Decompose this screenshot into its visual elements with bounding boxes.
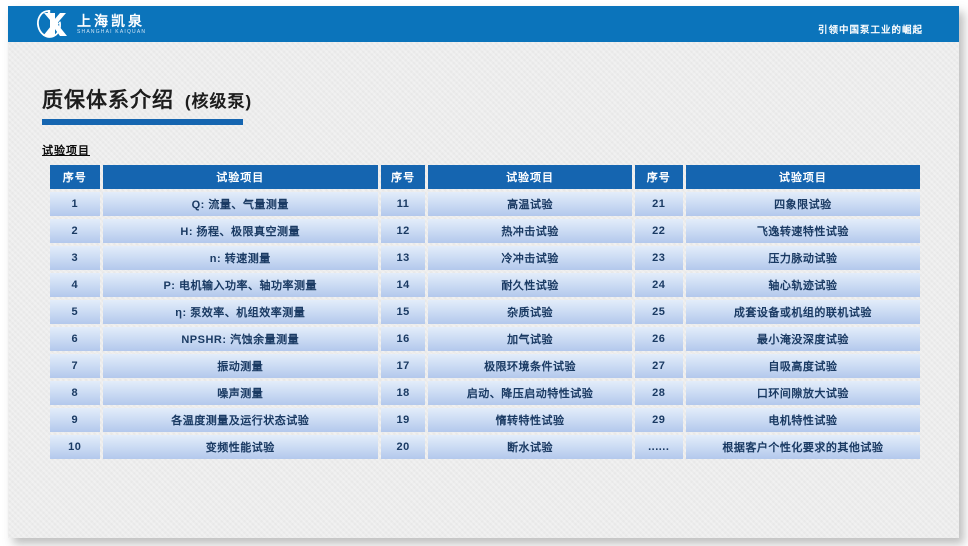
serial-column-header: 序号 xyxy=(50,165,100,189)
test-item-cell: P: 电机输入功率、轴功率测量 xyxy=(102,273,378,297)
serial-cell: 9 xyxy=(50,408,100,432)
test-item-cell: 冷冲击试验 xyxy=(428,246,632,270)
test-item-cell: 口环间隙放大试验 xyxy=(685,381,920,405)
serial-cell: ...... xyxy=(634,435,683,459)
serial-cell: 21 xyxy=(634,192,683,216)
test-item-cell: 高温试验 xyxy=(428,192,632,216)
serial-column-header: 序号 xyxy=(380,165,426,189)
serial-cell: 7 xyxy=(50,354,100,378)
serial-cell: 10 xyxy=(50,435,100,459)
serial-cell: 25 xyxy=(634,300,683,324)
test-item-cell: η: 泵效率、机组效率测量 xyxy=(102,300,378,324)
table-row: 1 Q: 流量、气量测量 11 高温试验 21 四象限试验 xyxy=(50,192,920,216)
serial-cell: 18 xyxy=(380,381,426,405)
table-row: 6 NPSHR: 汽蚀余量测量 16 加气试验 26 最小淹没深度试验 xyxy=(50,327,920,351)
test-item-cell: 振动测量 xyxy=(102,354,378,378)
logo-company-name: 上海凯泉 xyxy=(77,12,145,29)
serial-cell: 26 xyxy=(634,327,683,351)
table-row: 3 n: 转速测量 13 冷冲击试验 23 压力脉动试验 xyxy=(50,246,920,270)
test-item-cell: 最小淹没深度试验 xyxy=(685,327,920,351)
logo-company-name-en: SHANGHAI KAIQUAN xyxy=(77,28,147,35)
test-item-cell: 噪声测量 xyxy=(102,381,378,405)
test-item-cell: 自吸高度试验 xyxy=(685,354,920,378)
slide-content: 质保体系介绍 (核级泵) 试验项目 序号 试验项目 序号 试验项目 序号 试验项目 1 Q:… xyxy=(8,42,959,462)
table-row: 10 变频性能试验 20 断水试验...... 根据客户个性化要求的其他试验 xyxy=(50,435,920,459)
test-item-column-header: 试验项目 xyxy=(685,165,920,189)
test-item-cell: 启动、降压启动特性试验 xyxy=(428,381,632,405)
table-row: 8 噪声测量 18 启动、降压启动特性试验 28 口环间隙放大试验 xyxy=(50,381,920,405)
page-title-suffix: (核级泵) xyxy=(184,92,253,111)
logo-text-block: 上海凯泉 SHANGHAI KAIQUAN xyxy=(77,14,146,35)
serial-cell: 22 xyxy=(634,219,683,243)
serial-cell: 24 xyxy=(634,273,683,297)
test-item-cell: 加气试验 xyxy=(428,327,632,351)
presentation-slide: 上海凯泉 SHANGHAI KAIQUAN 引领中国泵工业的崛起 质保体系介绍 … xyxy=(8,6,959,538)
test-item-cell: 四象限试验 xyxy=(685,192,920,216)
serial-cell: 27 xyxy=(634,354,683,378)
test-item-cell: n: 转速测量 xyxy=(102,246,378,270)
test-items-table: 序号 试验项目 序号 试验项目 序号 试验项目 1 Q: 流量、气量测量 11 高温试验 21 四象… xyxy=(47,162,923,462)
top-brand-bar: 上海凯泉 SHANGHAI KAIQUAN 引领中国泵工业的崛起 xyxy=(8,6,959,42)
brand-slogan: 引领中国泵工业的崛起 xyxy=(817,25,923,36)
serial-column-header: 序号 xyxy=(634,165,683,189)
test-item-cell: 根据客户个性化要求的其他试验 xyxy=(685,435,920,459)
test-item-column-header: 试验项目 xyxy=(428,165,632,189)
kaiquan-logo-icon xyxy=(37,10,67,38)
serial-cell: 5 xyxy=(50,300,100,324)
test-item-cell: 热冲击试验 xyxy=(428,219,632,243)
test-item-cell: 成套设备或机组的联机试验 xyxy=(685,300,920,324)
table-row: 9 各温度测量及运行状态试验 19 惰转特性试验 29 电机特性试验 xyxy=(50,408,920,432)
serial-cell: 6 xyxy=(50,327,100,351)
serial-cell: 17 xyxy=(380,354,426,378)
test-item-cell: 各温度测量及运行状态试验 xyxy=(102,408,378,432)
serial-cell: 8 xyxy=(50,381,100,405)
test-table-header-row: 序号 试验项目 序号 试验项目 序号 试验项目 xyxy=(50,165,920,189)
page-title: 质保体系介绍 (核级泵) xyxy=(42,84,923,114)
serial-cell: 16 xyxy=(380,327,426,351)
serial-cell: 29 xyxy=(634,408,683,432)
test-item-column-header: 试验项目 xyxy=(102,165,378,189)
test-item-cell: 杂质试验 xyxy=(428,300,632,324)
serial-cell: 13 xyxy=(380,246,426,270)
table-row: 7 振动测量 17 极限环境条件试验 27 自吸高度试验 xyxy=(50,354,920,378)
serial-cell: 4 xyxy=(50,273,100,297)
serial-cell: 20 xyxy=(380,435,426,459)
test-item-cell: NPSHR: 汽蚀余量测量 xyxy=(102,327,378,351)
test-item-cell: 轴心轨迹试验 xyxy=(685,273,920,297)
serial-cell: 2 xyxy=(50,219,100,243)
serial-cell: 28 xyxy=(634,381,683,405)
table-row: 4 P: 电机输入功率、轴功率测量 14 耐久性试验 24 轴心轨迹试验 xyxy=(50,273,920,297)
test-item-cell: 断水试验 xyxy=(428,435,632,459)
test-item-cell: 变频性能试验 xyxy=(102,435,378,459)
test-item-cell: 飞逸转速特性试验 xyxy=(685,219,920,243)
table-row: 5 η: 泵效率、机组效率测量 15 杂质试验 25 成套设备或机组的联机试验 xyxy=(50,300,920,324)
serial-cell: 23 xyxy=(634,246,683,270)
serial-cell: 14 xyxy=(380,273,426,297)
test-item-cell: 电机特性试验 xyxy=(685,408,920,432)
test-item-cell: 惰转特性试验 xyxy=(428,408,632,432)
serial-cell: 19 xyxy=(380,408,426,432)
page-title-main: 质保体系介绍 xyxy=(42,89,174,112)
section-label: 试验项目 xyxy=(42,145,90,157)
test-item-cell: 极限环境条件试验 xyxy=(428,354,632,378)
serial-cell: 1 xyxy=(50,192,100,216)
serial-cell: 12 xyxy=(380,219,426,243)
test-item-cell: Q: 流量、气量测量 xyxy=(102,192,378,216)
test-table-body: 1 Q: 流量、气量测量 11 高温试验 21 四象限试验 2 H: 扬程、极限真空测量 12 热… xyxy=(50,192,920,459)
title-underline-bar xyxy=(42,119,243,125)
serial-cell: 15 xyxy=(380,300,426,324)
table-row: 2 H: 扬程、极限真空测量 12 热冲击试验 22 飞逸转速特性试验 xyxy=(50,219,920,243)
serial-cell: 11 xyxy=(380,192,426,216)
test-item-cell: H: 扬程、极限真空测量 xyxy=(102,219,378,243)
test-item-cell: 耐久性试验 xyxy=(428,273,632,297)
company-logo: 上海凯泉 SHANGHAI KAIQUAN xyxy=(36,9,146,39)
serial-cell: 3 xyxy=(50,246,100,270)
test-item-cell: 压力脉动试验 xyxy=(685,246,920,270)
